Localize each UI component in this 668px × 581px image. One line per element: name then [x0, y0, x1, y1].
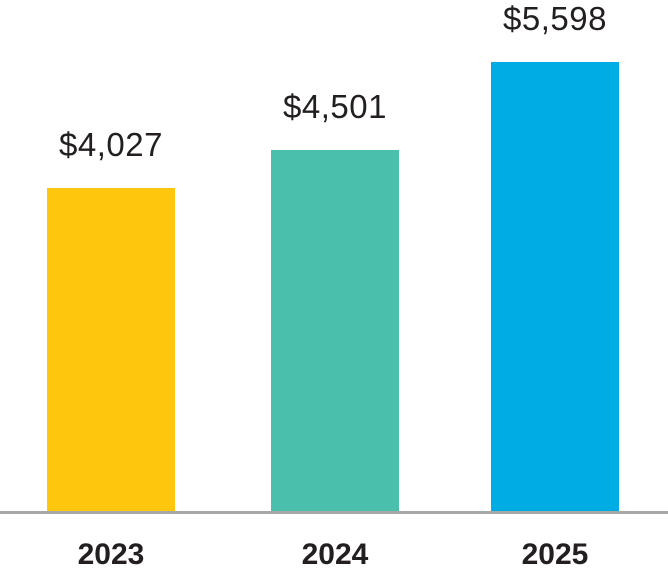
x-axis-line	[0, 511, 668, 514]
bar-2023	[47, 188, 175, 511]
x-tick-label: 2024	[301, 538, 369, 571]
bar-2025	[491, 62, 619, 511]
bar-2024	[271, 150, 399, 511]
x-tick-label: 2025	[521, 538, 589, 571]
bar-value-label: $4,027	[59, 126, 163, 163]
bar-value-label: $4,501	[283, 88, 387, 125]
x-tick-label: 2023	[77, 538, 145, 571]
bar-value-label: $5,598	[503, 0, 607, 37]
